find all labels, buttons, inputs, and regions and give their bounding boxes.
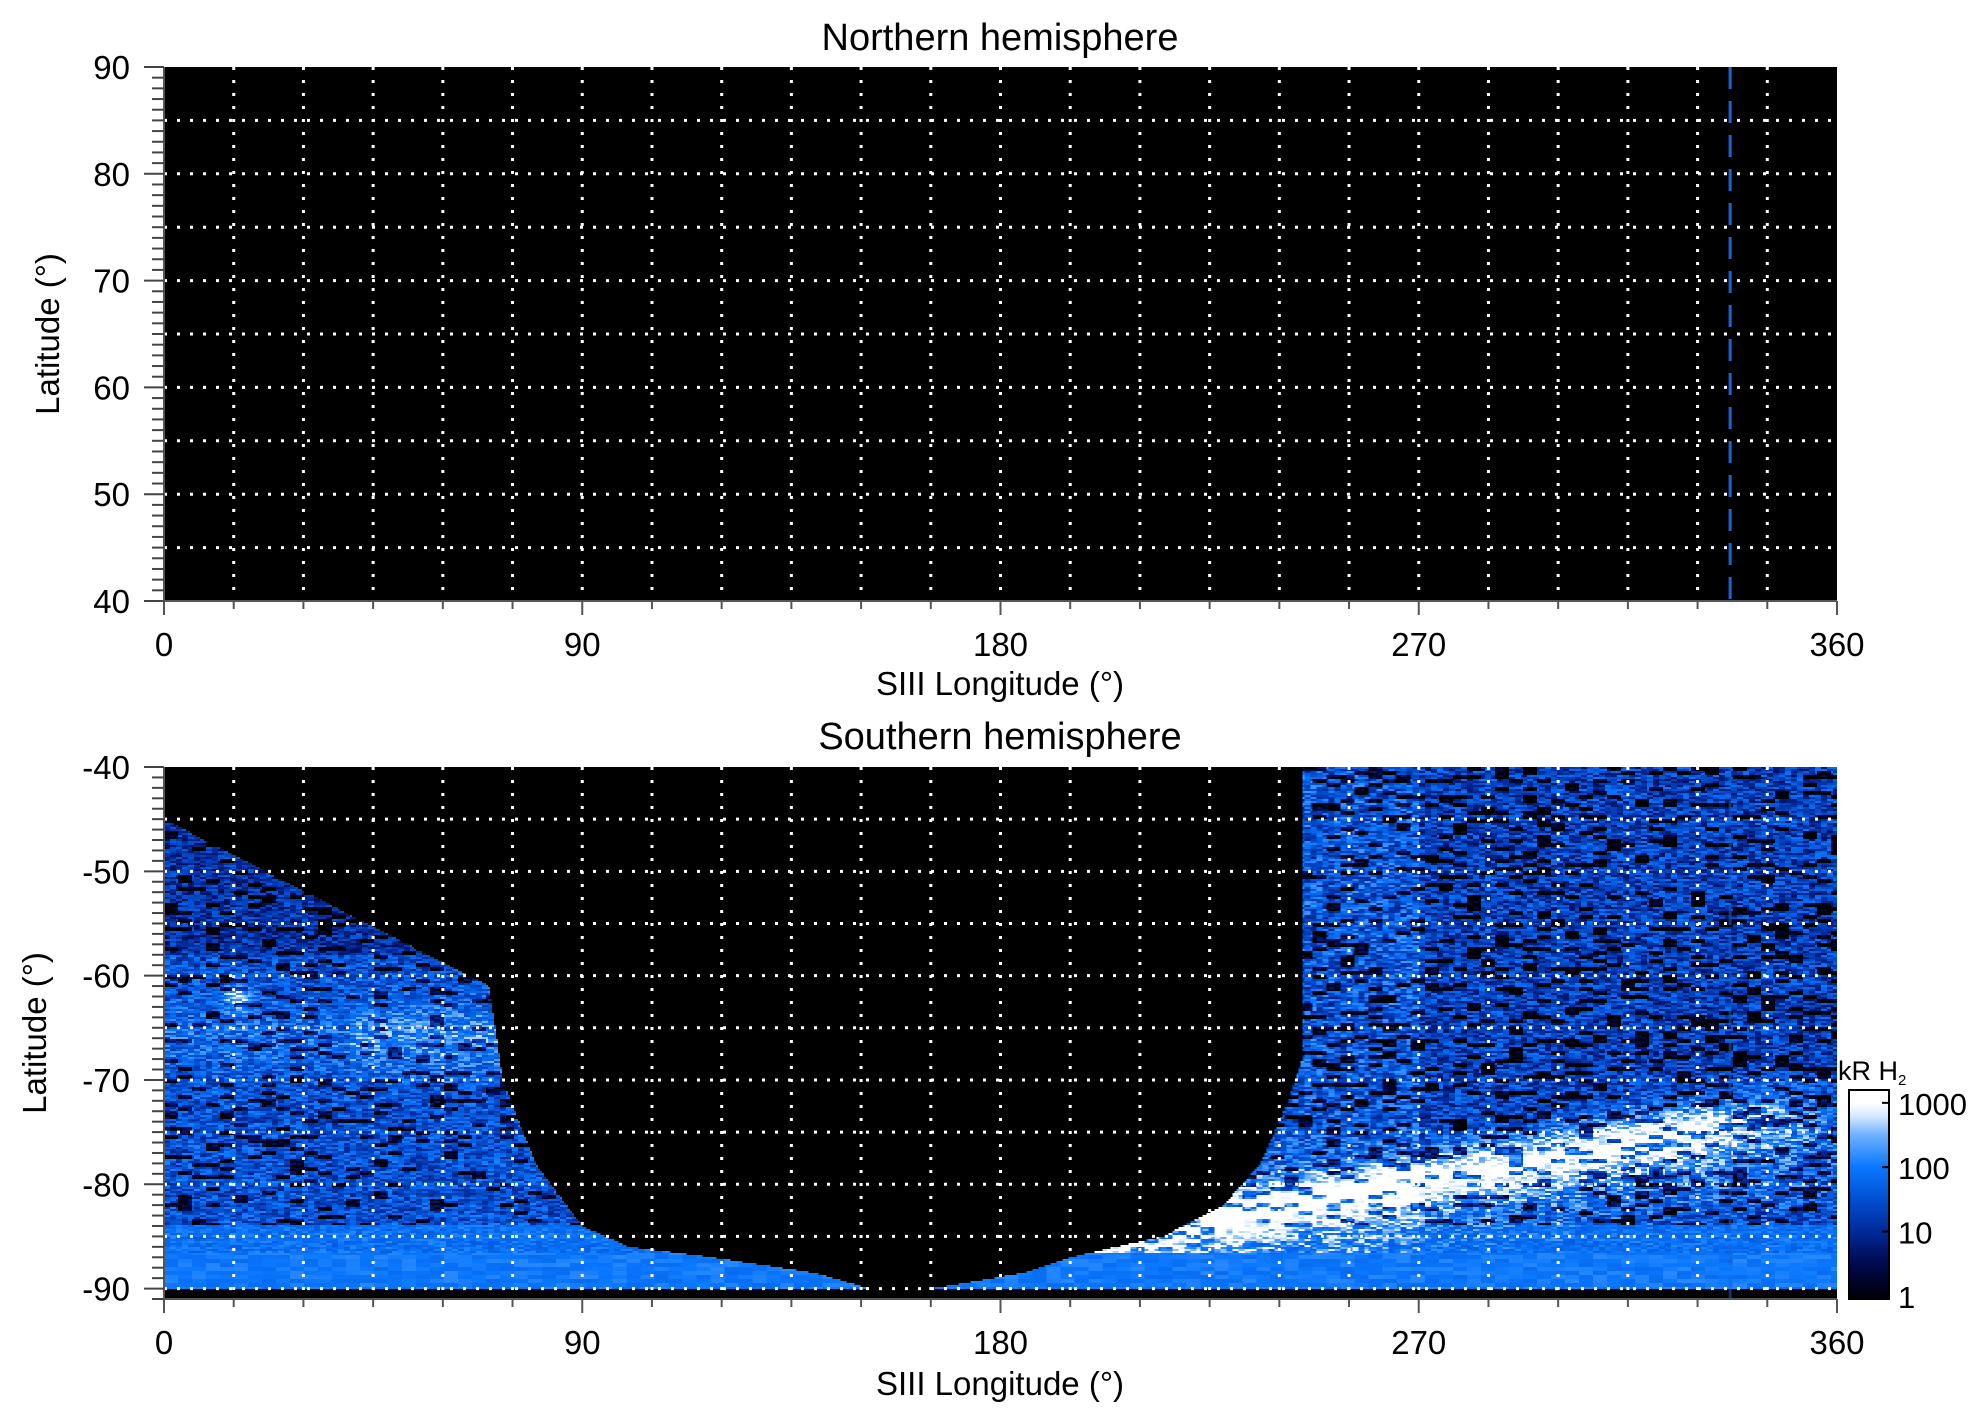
north-y-tick-label: 40 [93,583,130,620]
south-grid [164,767,1837,1299]
colorbar-ticks: 1000 100 10 1 [1882,1087,1967,1315]
north-x-tick-label: 90 [564,626,601,663]
south-y-tick-label: -80 [82,1166,130,1203]
north-xlabel: SIII Longitude (°) [876,665,1124,702]
north-y-tick-label: 70 [93,263,130,300]
south-xlabel: SIII Longitude (°) [876,1365,1124,1402]
north-title: Northern hemisphere [822,17,1179,59]
north-ylabel: Latitude (°) [29,253,66,415]
south-title: Southern hemisphere [818,716,1181,758]
south-x-tick-label: 180 [973,1324,1028,1361]
colorbar-label: kR H2 [1838,1056,1906,1089]
north-y-tick-label: 60 [93,369,130,406]
south-y-tick-label: -90 [82,1271,130,1308]
north-x-tick-label: 180 [973,626,1028,663]
south-y-tick-label: -40 [82,749,130,786]
south-x-tick-label: 0 [155,1324,173,1361]
south-x-tick-label: 270 [1391,1324,1446,1361]
colorbar-tick-label: 10 [1898,1215,1932,1250]
south-y-tick-label: -60 [82,958,130,995]
north-y-tick-label: 90 [93,49,130,86]
south-x-tick-label: 360 [1809,1324,1864,1361]
colorbar-gradient [1849,1090,1889,1299]
south-y-tick-label: -50 [82,853,130,890]
south-y-tick-label: -70 [82,1062,130,1099]
south-x-tick-label: 90 [564,1324,601,1361]
north-x-tick-label: 270 [1391,626,1446,663]
colorbar-tick-label: 100 [1898,1151,1950,1186]
south-ylabel: Latitude (°) [16,952,53,1114]
north-x-tick-label: 0 [155,626,173,663]
colorbar-tick-label: 1 [1898,1280,1915,1315]
north-y-tick-label: 80 [93,156,130,193]
axes: 0 90 180 270 360 40 50 60 70 80 90 0 90 180 270 360 -40 -… [82,49,1864,1361]
colorbar-frame [1848,1089,1890,1300]
north-x-tick-label: 360 [1809,626,1864,663]
north-grid [164,67,1837,601]
north-y-tick-label: 50 [93,476,130,513]
colorbar-tick-label: 1000 [1898,1087,1967,1122]
